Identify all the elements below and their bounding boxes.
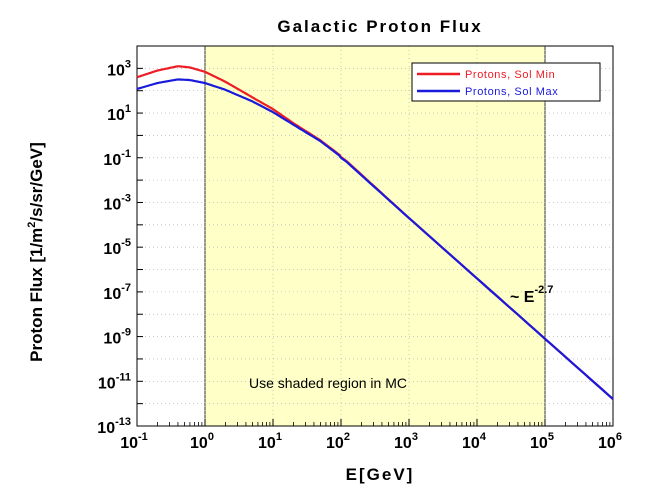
x-tick-label: 101 <box>258 431 282 452</box>
y-tick-label: 101 <box>107 103 131 124</box>
shaded-region-label: Use shaded region in MC <box>249 375 407 391</box>
x-tick-label: 104 <box>462 431 487 452</box>
chart-title: Galactic Proton Flux <box>277 17 482 36</box>
y-axis-title-post: /s/sr/GeV] <box>27 142 46 221</box>
plot-area: 10-1 100 101 102 103 104 105 106 10-13 10-11 10-9 1… <box>97 45 622 452</box>
x-tick-label: 105 <box>530 431 554 452</box>
y-tick-label: 10-5 <box>103 237 131 258</box>
y-axis-title: Proton Flux [1/m2/s/sr/GeV] <box>26 142 46 362</box>
legend-label-sol-max: Protons, Sol Max <box>465 86 558 98</box>
x-tick-label: 10-1 <box>120 431 148 452</box>
y-tick-label: 10-7 <box>103 282 131 303</box>
x-tick-label: 106 <box>598 431 622 452</box>
x-tick-label: 102 <box>326 431 350 452</box>
power-law-prefix: ~ E <box>510 289 535 306</box>
series-line-sol-max <box>136 78 614 400</box>
legend-box <box>411 62 601 102</box>
y-tick-label: 103 <box>107 58 131 79</box>
y-tick-label: 10-1 <box>103 148 131 169</box>
x-tick-label: 103 <box>394 431 418 452</box>
x-tick-label: 100 <box>190 431 214 452</box>
y-axis-title-sup: 2 <box>26 222 38 228</box>
legend: Protons, Sol Min Protons, Sol Max <box>411 62 601 102</box>
y-tick-label: 10-9 <box>103 327 131 348</box>
y-tick-label: 10-11 <box>98 371 131 392</box>
x-axis-title: E[GeV] <box>346 465 415 484</box>
legend-label-sol-min: Protons, Sol Min <box>465 69 555 81</box>
plot-frame <box>136 45 614 427</box>
y-tick-label: 10-13 <box>97 416 131 437</box>
y-tick-label: 10-3 <box>103 192 131 213</box>
power-law-annotation: ~ E-2.7 <box>510 284 553 306</box>
shaded-region <box>204 45 546 427</box>
y-axis-title-pre: Proton Flux [1/m <box>27 228 46 362</box>
power-law-exponent: -2.7 <box>534 284 553 296</box>
